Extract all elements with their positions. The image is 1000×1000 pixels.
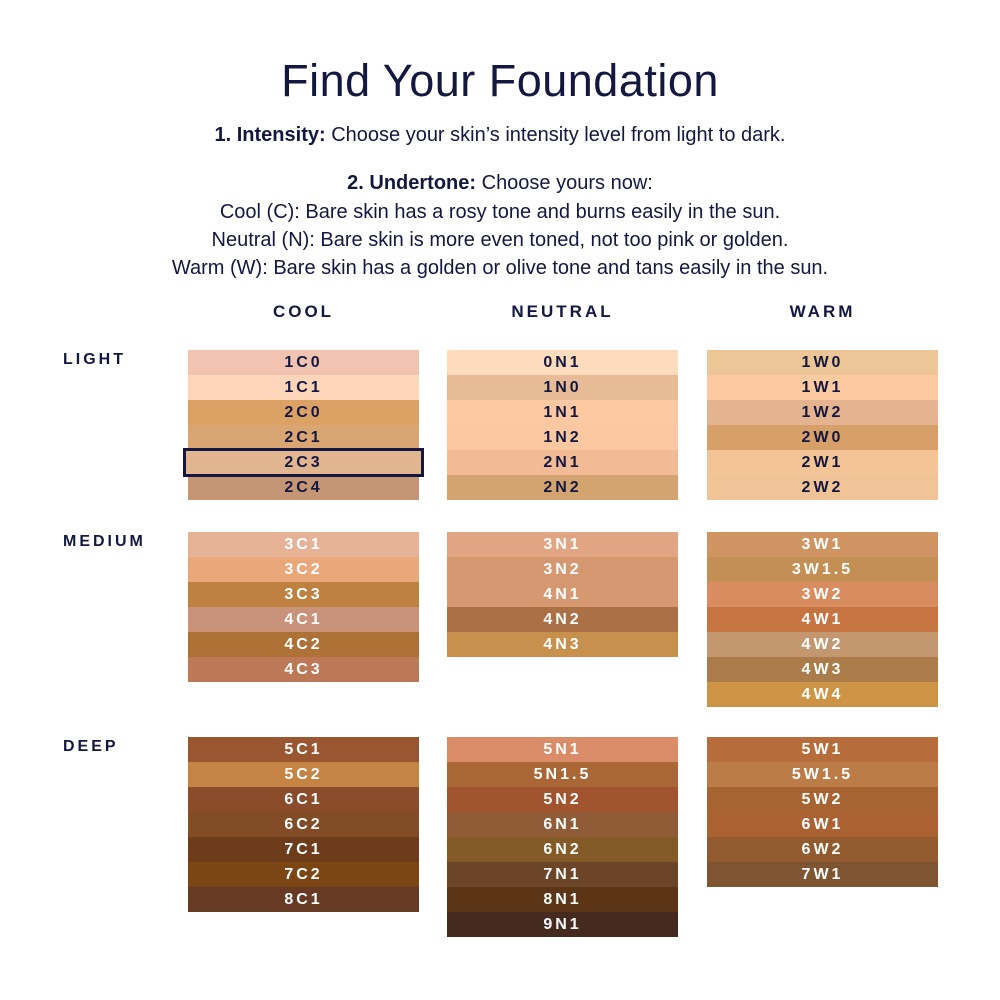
shade-swatch-3c3[interactable]: 3C3 <box>188 582 419 607</box>
page-title: Find Your Foundation <box>281 55 719 106</box>
shade-swatch-4c2[interactable]: 4C2 <box>188 632 419 657</box>
shade-swatch-3c1[interactable]: 3C1 <box>188 532 419 557</box>
shade-swatch-1c1[interactable]: 1C1 <box>188 375 419 400</box>
shade-swatch-2c0[interactable]: 2C0 <box>188 400 419 425</box>
shade-swatch-5w2[interactable]: 5W2 <box>707 787 938 812</box>
shade-swatch-5w1-5[interactable]: 5W1.5 <box>707 762 938 787</box>
row-label-deep: DEEP <box>63 738 119 755</box>
shade-swatch-6w2[interactable]: 6W2 <box>707 837 938 862</box>
shade-swatch-1n1[interactable]: 1N1 <box>447 400 678 425</box>
shade-swatch-3n2[interactable]: 3N2 <box>447 557 678 582</box>
shade-swatch-3w2[interactable]: 3W2 <box>707 582 938 607</box>
shade-swatch-4c1[interactable]: 4C1 <box>188 607 419 632</box>
shade-swatch-5n1[interactable]: 5N1 <box>447 737 678 762</box>
shade-stack-deep-cool: 5C1 5C2 6C1 6C2 7C1 7C2 8C1 <box>188 737 419 912</box>
step-undertone-label: 2. Undertone: <box>347 172 477 194</box>
shade-swatch-2c1[interactable]: 2C1 <box>188 425 419 450</box>
shade-swatch-1c0[interactable]: 1C0 <box>188 350 419 375</box>
shade-swatch-0n1[interactable]: 0N1 <box>447 350 678 375</box>
shade-swatch-2c4[interactable]: 2C4 <box>188 475 419 500</box>
shade-swatch-2c3[interactable]: 2C3 <box>183 448 424 477</box>
shade-swatch-2n2[interactable]: 2N2 <box>447 475 678 500</box>
shade-swatch-4w4[interactable]: 4W4 <box>707 682 938 707</box>
column-neutral: NEUTRAL <box>511 302 614 321</box>
shade-swatch-3c2[interactable]: 3C2 <box>188 557 419 582</box>
shade-swatch-2w2[interactable]: 2W2 <box>707 475 938 500</box>
step-intensity-text: Choose your skin’s intensity level from … <box>325 124 786 146</box>
shade-swatch-6c2[interactable]: 6C2 <box>188 812 419 837</box>
shade-swatch-1w1[interactable]: 1W1 <box>707 375 938 400</box>
shade-swatch-3w1[interactable]: 3W1 <box>707 532 938 557</box>
shade-swatch-2w1[interactable]: 2W1 <box>707 450 938 475</box>
shade-stack-light-warm: 1W0 1W1 1W2 2W0 2W1 2W2 <box>707 350 938 500</box>
shade-swatch-4w2[interactable]: 4W2 <box>707 632 938 657</box>
shade-swatch-2w0[interactable]: 2W0 <box>707 425 938 450</box>
shade-stack-deep-neutral: 5N1 5N1.5 5N2 6N1 6N2 7N1 8N1 9N1 <box>447 737 678 937</box>
shade-stack-medium-warm: 3W1 3W1.5 3W2 4W1 4W2 4W3 4W4 <box>707 532 938 707</box>
step-intensity: 1. Intensity: Choose your skin’s intensi… <box>0 124 1000 147</box>
shade-swatch-1w0[interactable]: 1W0 <box>707 350 938 375</box>
shade-stack-medium-cool: 3C1 3C2 3C3 4C1 4C2 4C3 <box>188 532 419 682</box>
shade-swatch-5n2[interactable]: 5N2 <box>447 787 678 812</box>
step-undertone-text: Choose yours now: <box>476 172 653 194</box>
shade-swatch-4n3[interactable]: 4N3 <box>447 632 678 657</box>
step-intensity-label: 1. Intensity: <box>214 124 326 146</box>
shade-swatch-7w1[interactable]: 7W1 <box>707 862 938 887</box>
shade-stack-medium-neutral: 3N1 3N2 4N1 4N2 4N3 <box>447 532 678 657</box>
shade-swatch-6n2[interactable]: 6N2 <box>447 837 678 862</box>
shade-swatch-1w2[interactable]: 1W2 <box>707 400 938 425</box>
shade-swatch-6n1[interactable]: 6N1 <box>447 812 678 837</box>
shade-swatch-6c1[interactable]: 6C1 <box>188 787 419 812</box>
shade-swatch-5c1[interactable]: 5C1 <box>188 737 419 762</box>
undertone-cool: Cool (C): Bare skin has a rosy tone and … <box>219 201 781 223</box>
shade-swatch-4n1[interactable]: 4N1 <box>447 582 678 607</box>
shade-swatch-6w1[interactable]: 6W1 <box>707 812 938 837</box>
shade-swatch-7c2[interactable]: 7C2 <box>188 862 419 887</box>
shade-stack-deep-warm: 5W1 5W1.5 5W2 6W1 6W2 7W1 <box>707 737 938 887</box>
undertone-warm: Warm (W): Bare skin has a golden or oliv… <box>171 257 829 279</box>
shade-stack-light-neutral: 0N1 1N0 1N1 1N2 2N1 2N2 <box>447 350 678 500</box>
shade-swatch-2n1[interactable]: 2N1 <box>447 450 678 475</box>
shade-swatch-9n1[interactable]: 9N1 <box>447 912 678 937</box>
row-label-medium: MEDIUM <box>63 533 146 550</box>
shade-swatch-3n1[interactable]: 3N1 <box>447 532 678 557</box>
shade-swatch-5n1-5[interactable]: 5N1.5 <box>447 762 678 787</box>
shade-swatch-8c1[interactable]: 8C1 <box>188 887 419 912</box>
shade-swatch-8n1[interactable]: 8N1 <box>447 887 678 912</box>
shade-swatch-1n0[interactable]: 1N0 <box>447 375 678 400</box>
column-cool: COOL <box>272 302 335 321</box>
shade-swatch-1n2[interactable]: 1N2 <box>447 425 678 450</box>
column-warm: WARM <box>789 302 856 321</box>
row-label-light: LIGHT <box>63 351 126 368</box>
shade-swatch-4w1[interactable]: 4W1 <box>707 607 938 632</box>
shade-stack-light-cool: 1C0 1C1 2C0 2C1 2C3 2C4 <box>183 350 424 500</box>
shade-swatch-4c3[interactable]: 4C3 <box>188 657 419 682</box>
undertone-neutral: Neutral (N): Bare skin is more even tone… <box>211 229 789 251</box>
shade-swatch-5c2[interactable]: 5C2 <box>188 762 419 787</box>
shade-swatch-4n2[interactable]: 4N2 <box>447 607 678 632</box>
shade-swatch-7n1[interactable]: 7N1 <box>447 862 678 887</box>
shade-swatch-5w1[interactable]: 5W1 <box>707 737 938 762</box>
step-undertone: 2. Undertone: Choose yours now: <box>0 172 1000 195</box>
shade-swatch-3w1-5[interactable]: 3W1.5 <box>707 557 938 582</box>
shade-swatch-7c1[interactable]: 7C1 <box>188 837 419 862</box>
shade-swatch-4w3[interactable]: 4W3 <box>707 657 938 682</box>
